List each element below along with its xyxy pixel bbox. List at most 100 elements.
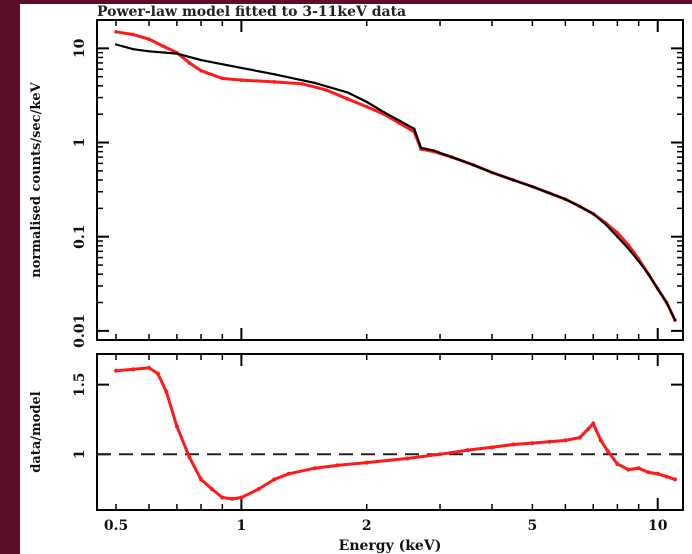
ratio-point — [174, 424, 179, 429]
ratio-point — [335, 463, 340, 468]
series-data-point — [114, 29, 118, 34]
series-model-point — [240, 66, 243, 70]
ratio-point — [239, 495, 244, 500]
series-model-point — [346, 91, 349, 94]
spectrum-y-axis-label: normalised counts/sec/keV — [29, 81, 44, 277]
y-tick-label: 1 — [72, 449, 88, 459]
series-model-point — [656, 287, 659, 290]
ratio-point — [312, 466, 317, 471]
series-model-point — [175, 52, 179, 55]
series-model-point — [313, 81, 316, 85]
ratio-point — [209, 487, 214, 492]
series-data-point — [615, 231, 620, 235]
x-axis-label: Energy (keV) — [339, 538, 442, 554]
ratio-point — [256, 487, 261, 492]
x-tick-label: 0.5 — [104, 518, 128, 534]
series-data-point — [300, 82, 305, 86]
ratio-point — [577, 435, 582, 440]
y-tick-label: 1.5 — [72, 372, 88, 396]
series-model-point — [412, 127, 416, 130]
series-data-point — [147, 37, 151, 42]
series-data-point — [626, 243, 631, 247]
x-tick-label: 2 — [362, 518, 372, 534]
series-data-point — [131, 32, 136, 37]
series-model-point — [512, 178, 515, 182]
y-tick-label: 0.01 — [72, 314, 88, 348]
ratio-point — [591, 421, 596, 426]
ratio-point — [563, 438, 568, 443]
series-model-point — [199, 58, 203, 62]
series-model-point — [132, 47, 135, 51]
spectrum-series — [114, 29, 677, 322]
ratio-point — [438, 452, 443, 457]
spectrum-plot-frame — [96, 19, 684, 341]
series-data-point — [220, 76, 225, 81]
ratio-point — [664, 474, 669, 479]
spectrum-panel: 10 1 0.1 0.01 normalised counts/sec/keV — [29, 19, 684, 348]
ratio-point — [490, 445, 495, 450]
ratio-point — [230, 496, 235, 501]
series-model-point — [637, 259, 640, 263]
ratio-point — [220, 495, 225, 500]
ratio-point — [672, 477, 677, 482]
series-model-point — [627, 247, 630, 250]
series-model-point — [398, 119, 401, 123]
ratio-point — [585, 427, 590, 432]
series-model-point — [531, 185, 534, 188]
x-tick-label: 1 — [237, 518, 247, 534]
series-model-point — [604, 223, 607, 226]
ratio-plot-frame — [96, 353, 684, 511]
series-model-point — [548, 191, 551, 195]
series-model-point — [365, 100, 368, 104]
spectrum-ticks — [97, 19, 683, 340]
ratio-point — [655, 471, 660, 476]
y-tick-label: 1 — [72, 138, 88, 148]
ratio-point — [147, 365, 152, 370]
chart-title: Power-law model fitted to 3-11keV data — [97, 4, 406, 20]
ratio-x-tick-labels: 0.5 1 2 5 10 — [104, 518, 668, 534]
series-data-point — [199, 68, 203, 73]
series-model-point — [419, 146, 423, 149]
ratio-point — [286, 471, 291, 476]
series-data-point — [272, 80, 277, 84]
ratio-y-axis-label: data/model — [29, 391, 44, 472]
ratio-point — [405, 456, 410, 461]
series-data-point — [364, 104, 369, 109]
series-model-line — [115, 43, 676, 321]
series-model-point — [673, 318, 677, 322]
series-data-point — [239, 78, 244, 82]
series-model-point — [382, 110, 386, 114]
spectrum-y-tick-labels: 10 1 0.1 0.01 — [72, 38, 88, 348]
x-tick-label: 5 — [528, 518, 538, 534]
ratio-panel: 11.5 0.5 1 2 5 10 data/model Energy (keV) — [29, 353, 684, 554]
ratio-point — [465, 448, 470, 453]
x-tick-label: 10 — [648, 518, 668, 534]
series-data-point — [324, 88, 329, 92]
series-model-point — [564, 198, 567, 201]
ratio-point — [615, 462, 620, 467]
ratio-y-tick-labels: 11.5 — [72, 372, 88, 459]
series-model-point — [450, 155, 453, 159]
series-model-point — [647, 272, 650, 276]
ratio-point — [272, 477, 277, 482]
ratio-point — [626, 467, 631, 472]
series-data-point — [187, 61, 192, 65]
series-model-point — [665, 301, 668, 304]
ratio-point — [636, 466, 641, 471]
y-tick-label: 0.1 — [72, 225, 88, 249]
series-data-point — [161, 44, 166, 49]
series-model-point — [471, 163, 475, 167]
frame-left-border — [0, 0, 20, 554]
ratio-point — [131, 367, 136, 372]
series-model-point — [273, 73, 276, 76]
ratio-point — [199, 477, 204, 482]
series-data-point — [345, 97, 350, 101]
ratio-ticks — [97, 354, 683, 510]
series-model-point — [114, 43, 118, 46]
series-model-point — [578, 205, 582, 208]
ratio-point — [547, 439, 552, 444]
ratio-point — [646, 470, 651, 475]
ratio-point — [155, 371, 160, 376]
ratio-point — [530, 441, 535, 446]
